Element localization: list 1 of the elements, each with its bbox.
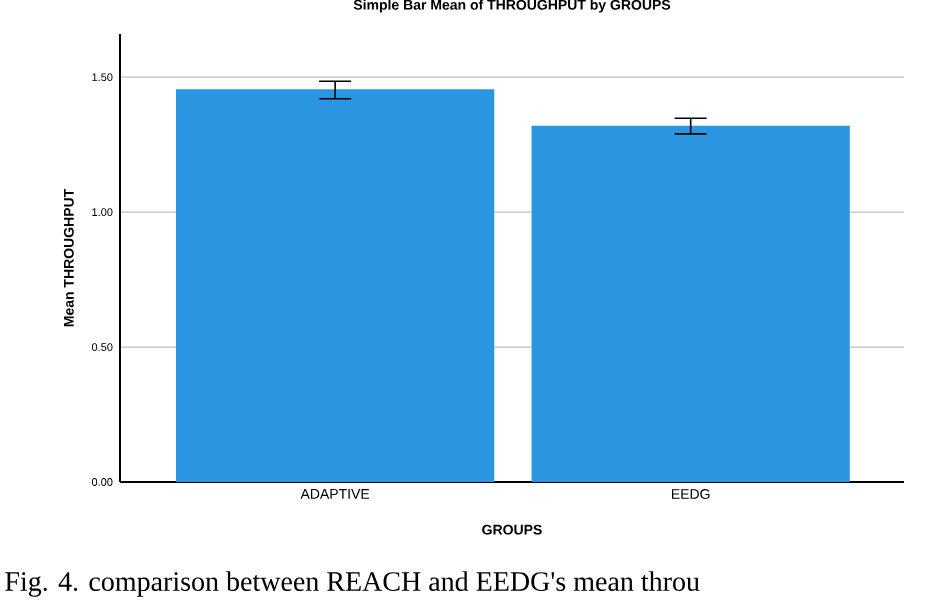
caption: Fig. 4. comparison between REACH and EEDG's mean throu bbox=[5, 571, 700, 597]
